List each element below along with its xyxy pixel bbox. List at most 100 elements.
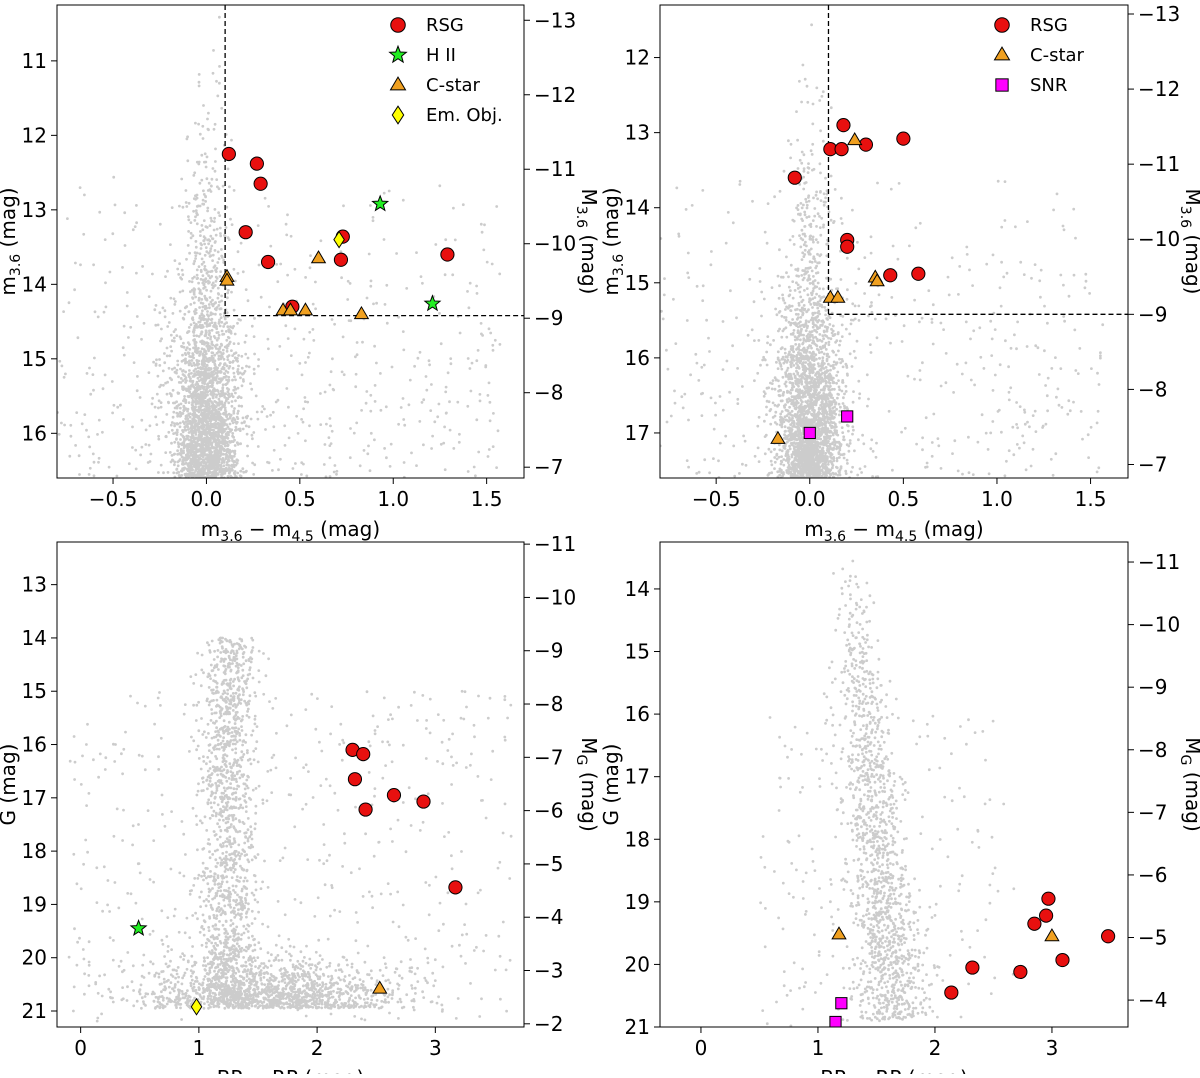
- y-tick-label: 20: [22, 946, 47, 970]
- data-point: [356, 747, 371, 762]
- data-point: [253, 176, 268, 191]
- panel-p1: −0.5 0.0 0.5 1.0 1.5 11 12 13 14 15 16 −13 −12 −11 −10…: [0, 4, 601, 545]
- right-y-axis-label: MG​ (mag): [573, 737, 601, 832]
- y-tick-label: 21: [22, 999, 47, 1023]
- right-y-tick-label: −9: [534, 306, 563, 330]
- y-tick-label: 15: [625, 640, 650, 664]
- legend-label: C-star: [426, 75, 481, 96]
- data-point: [911, 266, 926, 281]
- series-rsg: [787, 118, 926, 283]
- data-point: [787, 170, 802, 185]
- right-y-tick-label: −4: [1138, 988, 1167, 1012]
- x-tick-label: 3: [429, 1036, 442, 1060]
- y-tick-label: 19: [625, 890, 650, 914]
- right-y-tick-label: −10: [1138, 613, 1180, 637]
- data-point: [129, 918, 148, 937]
- data-point: [358, 802, 373, 817]
- right-y-tick-label: −9: [1138, 675, 1167, 699]
- right-y-tick-label: −8: [1138, 377, 1167, 401]
- data-point: [1027, 916, 1042, 931]
- data-point: [1039, 908, 1054, 923]
- right-y-tick-label: −10: [1138, 227, 1180, 251]
- y-tick-label: 16: [625, 702, 650, 726]
- legend-label: RSG: [1030, 15, 1068, 36]
- y-tick-label: 17: [625, 765, 650, 789]
- x-tick-label: 1.0: [981, 487, 1013, 511]
- x-tick-label: 0.0: [794, 487, 826, 511]
- y-tick-label: 17: [625, 421, 650, 445]
- y-tick-label: 16: [22, 733, 47, 757]
- data-point: [1055, 952, 1070, 968]
- right-y-tick-label: −2: [534, 1012, 563, 1036]
- data-point: [221, 146, 236, 162]
- x-tick-label: −0.5: [692, 487, 741, 511]
- x-axis-label: BP − RP (mag): [217, 1066, 365, 1074]
- right-y-tick-label: −10: [534, 232, 576, 256]
- plot-area: [57, 5, 524, 478]
- right-y-tick-label: −13: [1138, 2, 1180, 26]
- data-point: [841, 410, 854, 423]
- right-y-tick-label: −13: [534, 8, 576, 32]
- background-sources: [759, 559, 1016, 1027]
- panel-p2: −0.5 0.0 0.5 1.0 1.5 12 13 14 15 16 17 −13 −12 −11 −10…: [599, 2, 1200, 545]
- x-tick-label: 0: [74, 1036, 87, 1060]
- y-tick-label: 20: [625, 952, 650, 976]
- axes-frame: [56, 541, 525, 1028]
- x-tick-label: 2: [929, 1036, 942, 1060]
- data-point: [835, 997, 848, 1010]
- data-point: [770, 430, 786, 444]
- data-point: [190, 997, 203, 1016]
- right-y-tick-label: −7: [1138, 800, 1167, 824]
- y-axis-label: G (mag): [0, 744, 20, 826]
- legend-label: C-star: [1030, 45, 1085, 66]
- y-tick-label: 16: [625, 346, 650, 370]
- data-point: [831, 926, 847, 940]
- data-point: [965, 960, 980, 975]
- data-point: [353, 305, 370, 320]
- series-c-star: [831, 926, 1060, 942]
- data-point: [386, 788, 402, 803]
- right-y-tick-label: −11: [534, 532, 576, 556]
- data-point: [238, 225, 253, 240]
- axes-frame: [659, 541, 1129, 1028]
- y-tick-label: 14: [22, 626, 47, 650]
- legend-label: SNR: [1030, 75, 1067, 96]
- y-tick-label: 13: [625, 121, 650, 145]
- y-tick-label: 13: [22, 573, 47, 597]
- axes-frame: [659, 4, 1129, 479]
- y-tick-label: 14: [625, 577, 650, 601]
- data-point: [333, 230, 345, 249]
- x-tick-label: 0.0: [191, 487, 223, 511]
- y-tick-label: 12: [22, 123, 47, 147]
- series-snr: [803, 410, 854, 440]
- plot-area: [759, 559, 1116, 1027]
- data-point: [846, 131, 863, 146]
- data-point: [944, 985, 959, 1000]
- data-point: [869, 273, 885, 287]
- legend-label: Em. Obj.: [426, 105, 503, 126]
- x-axis-label: BP − RP (mag): [820, 1066, 968, 1074]
- series-c-star: [770, 131, 885, 444]
- data-point: [416, 794, 431, 809]
- data-point: [1044, 928, 1060, 942]
- right-y-tick-label: −8: [534, 381, 563, 405]
- axes-frame: [56, 4, 525, 479]
- legend: RSG H II C-star Em. Obj.: [388, 15, 503, 126]
- legend-marker: [994, 17, 1010, 33]
- x-tick-label: 1.5: [471, 487, 503, 511]
- series-rsg: [944, 891, 1116, 1000]
- y-axis-label: G (mag): [599, 744, 623, 826]
- y-axis-label: m3.6​ (mag): [599, 187, 627, 295]
- x-tick-label: 1.5: [1075, 487, 1107, 511]
- y-tick-label: 16: [22, 421, 47, 445]
- panel-p3: 0 1 2 3 13 14 15 16 17 18 19 20 21 −11 −10 −9 −8 −7 −6 −5 −4…: [0, 532, 601, 1078]
- series-em-obj-: [333, 230, 345, 249]
- series-rsg: [221, 146, 455, 314]
- right-y-tick-label: −9: [534, 639, 563, 663]
- series-h-ii: [129, 918, 148, 937]
- legend-marker: [389, 76, 407, 91]
- y-tick-label: 14: [625, 196, 650, 220]
- right-y-tick-label: −8: [534, 692, 563, 716]
- y-tick-label: 12: [625, 46, 650, 70]
